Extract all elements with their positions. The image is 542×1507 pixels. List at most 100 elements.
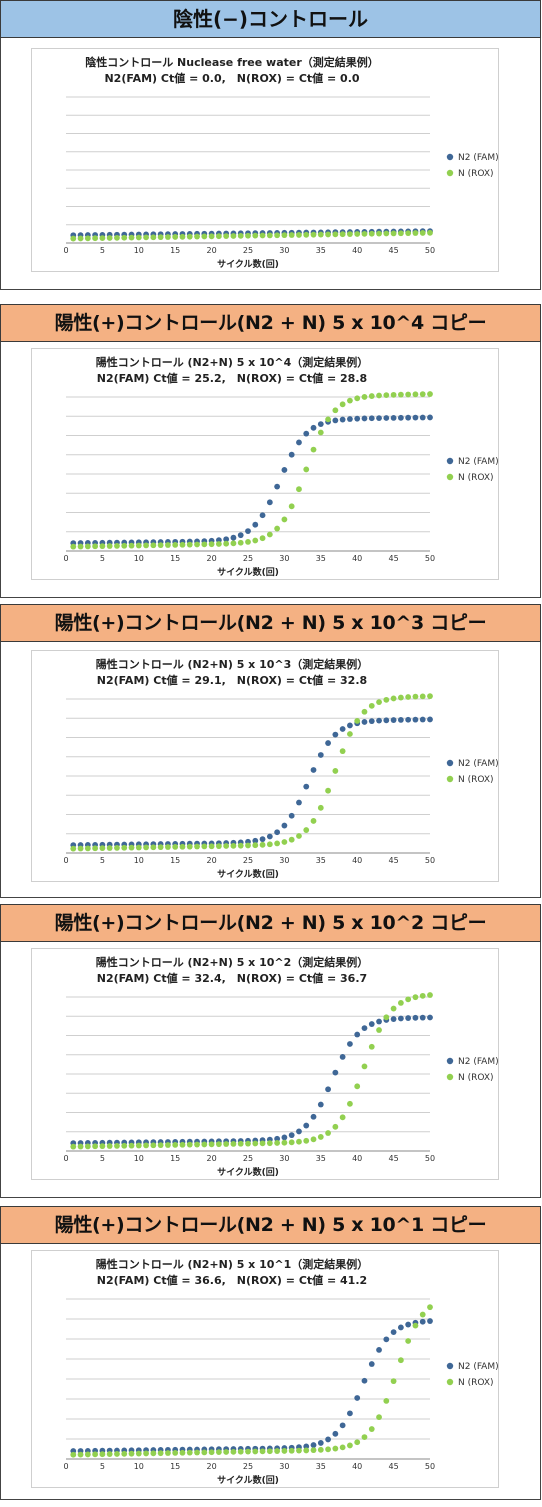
legend-label: N2 (FAM) xyxy=(458,457,498,467)
x-tick-label: 30 xyxy=(279,1462,289,1471)
data-point xyxy=(361,394,368,400)
data-point xyxy=(288,1139,295,1146)
panel-header: 陽性(+)コントロール(N2 + N) 5 x 10^2 コピー xyxy=(0,904,541,942)
x-tick-label: 20 xyxy=(207,1154,217,1163)
chart-subtitle: N2(FAM) Ct値 = 36.6, N(ROX) = Ct値 = 41.2 xyxy=(97,1273,367,1287)
data-point xyxy=(143,234,149,241)
data-point xyxy=(296,833,302,839)
data-point xyxy=(354,415,361,422)
data-point xyxy=(215,843,222,850)
data-point xyxy=(157,234,164,241)
data-point xyxy=(288,451,295,458)
data-point xyxy=(288,1132,295,1139)
data-point xyxy=(397,414,404,421)
data-point xyxy=(303,1122,310,1129)
chart-svg: 陰性コントロール Nuclease free water（測定結果例） N2(FA… xyxy=(63,55,498,270)
data-point xyxy=(310,1447,317,1454)
data-point xyxy=(259,512,266,519)
data-point xyxy=(135,1142,142,1149)
x-tick-label: 15 xyxy=(170,246,180,255)
data-point xyxy=(317,429,324,436)
x-tick-label: 35 xyxy=(316,1154,326,1163)
data-point xyxy=(106,845,113,851)
data-point xyxy=(252,842,259,849)
x-tick-label: 0 xyxy=(63,1154,68,1163)
data-point xyxy=(347,1410,353,1417)
data-point xyxy=(368,230,375,237)
data-point xyxy=(419,230,426,236)
data-point xyxy=(310,1136,317,1143)
data-point xyxy=(179,1141,186,1148)
data-point xyxy=(303,1447,310,1454)
x-tick-label: 20 xyxy=(207,554,217,563)
data-point xyxy=(208,233,215,240)
x-tick-label: 25 xyxy=(243,246,253,255)
data-point xyxy=(121,844,128,851)
data-point xyxy=(405,996,412,1003)
chart-title: 陽性コントロール (N2+N) 5 x 10^4（測定結果例） xyxy=(96,355,369,369)
data-point xyxy=(223,540,230,547)
data-point xyxy=(194,1449,200,1456)
data-point xyxy=(412,230,419,236)
data-point xyxy=(368,1426,375,1432)
data-point xyxy=(325,416,331,423)
data-point xyxy=(165,542,171,548)
data-point xyxy=(99,1451,106,1458)
data-point xyxy=(361,1063,368,1070)
data-point xyxy=(354,395,361,402)
data-point xyxy=(310,231,317,238)
x-tick-label: 45 xyxy=(389,246,399,255)
data-point xyxy=(296,799,302,806)
x-tick-label: 45 xyxy=(389,554,399,563)
data-point xyxy=(412,1322,419,1329)
data-point xyxy=(376,1347,382,1353)
data-point xyxy=(77,1451,84,1458)
data-point xyxy=(347,231,353,237)
x-tick-label: 30 xyxy=(279,1154,289,1163)
legend-marker xyxy=(446,759,454,767)
data-point xyxy=(427,414,433,421)
x-tick-label: 10 xyxy=(134,1462,144,1471)
data-point xyxy=(179,843,186,850)
chart-area: 陰性コントロール Nuclease free water（測定結果例） N2(FA… xyxy=(31,48,499,272)
data-point xyxy=(405,1338,412,1344)
data-point xyxy=(412,1014,419,1021)
x-tick-label: 5 xyxy=(100,1154,105,1163)
data-point xyxy=(252,232,259,239)
data-point xyxy=(296,486,302,493)
data-point xyxy=(230,534,237,541)
data-point xyxy=(317,1134,324,1140)
data-point xyxy=(347,1442,353,1449)
panel-frame: 陰性コントロール Nuclease free water（測定結果例） N2(FA… xyxy=(0,38,541,290)
legend-marker xyxy=(446,457,454,465)
legend-label: N (ROX) xyxy=(458,1073,494,1083)
data-point xyxy=(376,230,382,237)
data-point xyxy=(92,1451,99,1458)
data-point xyxy=(325,1436,331,1443)
data-point xyxy=(179,233,186,240)
legend-label: N (ROX) xyxy=(458,775,494,785)
x-tick-label: 50 xyxy=(425,1462,435,1471)
data-point xyxy=(288,812,295,819)
data-point xyxy=(361,708,368,715)
data-point xyxy=(325,1446,331,1453)
data-point xyxy=(368,1361,375,1367)
data-point xyxy=(390,391,397,398)
data-point xyxy=(172,844,179,850)
data-point xyxy=(310,767,317,773)
data-point xyxy=(84,543,91,550)
data-point xyxy=(303,231,310,238)
data-point xyxy=(405,1015,412,1021)
data-point xyxy=(281,467,288,473)
data-point xyxy=(172,234,179,240)
data-point xyxy=(339,231,346,238)
x-tick-label: 25 xyxy=(243,856,253,865)
data-point xyxy=(310,818,317,824)
data-point xyxy=(208,1449,215,1456)
x-tick-label: 25 xyxy=(243,554,253,563)
data-point xyxy=(405,694,412,700)
x-tick-label: 40 xyxy=(352,1462,362,1471)
x-tick-label: 35 xyxy=(316,856,326,865)
x-tick-label: 45 xyxy=(389,856,399,865)
data-point xyxy=(143,1450,149,1457)
